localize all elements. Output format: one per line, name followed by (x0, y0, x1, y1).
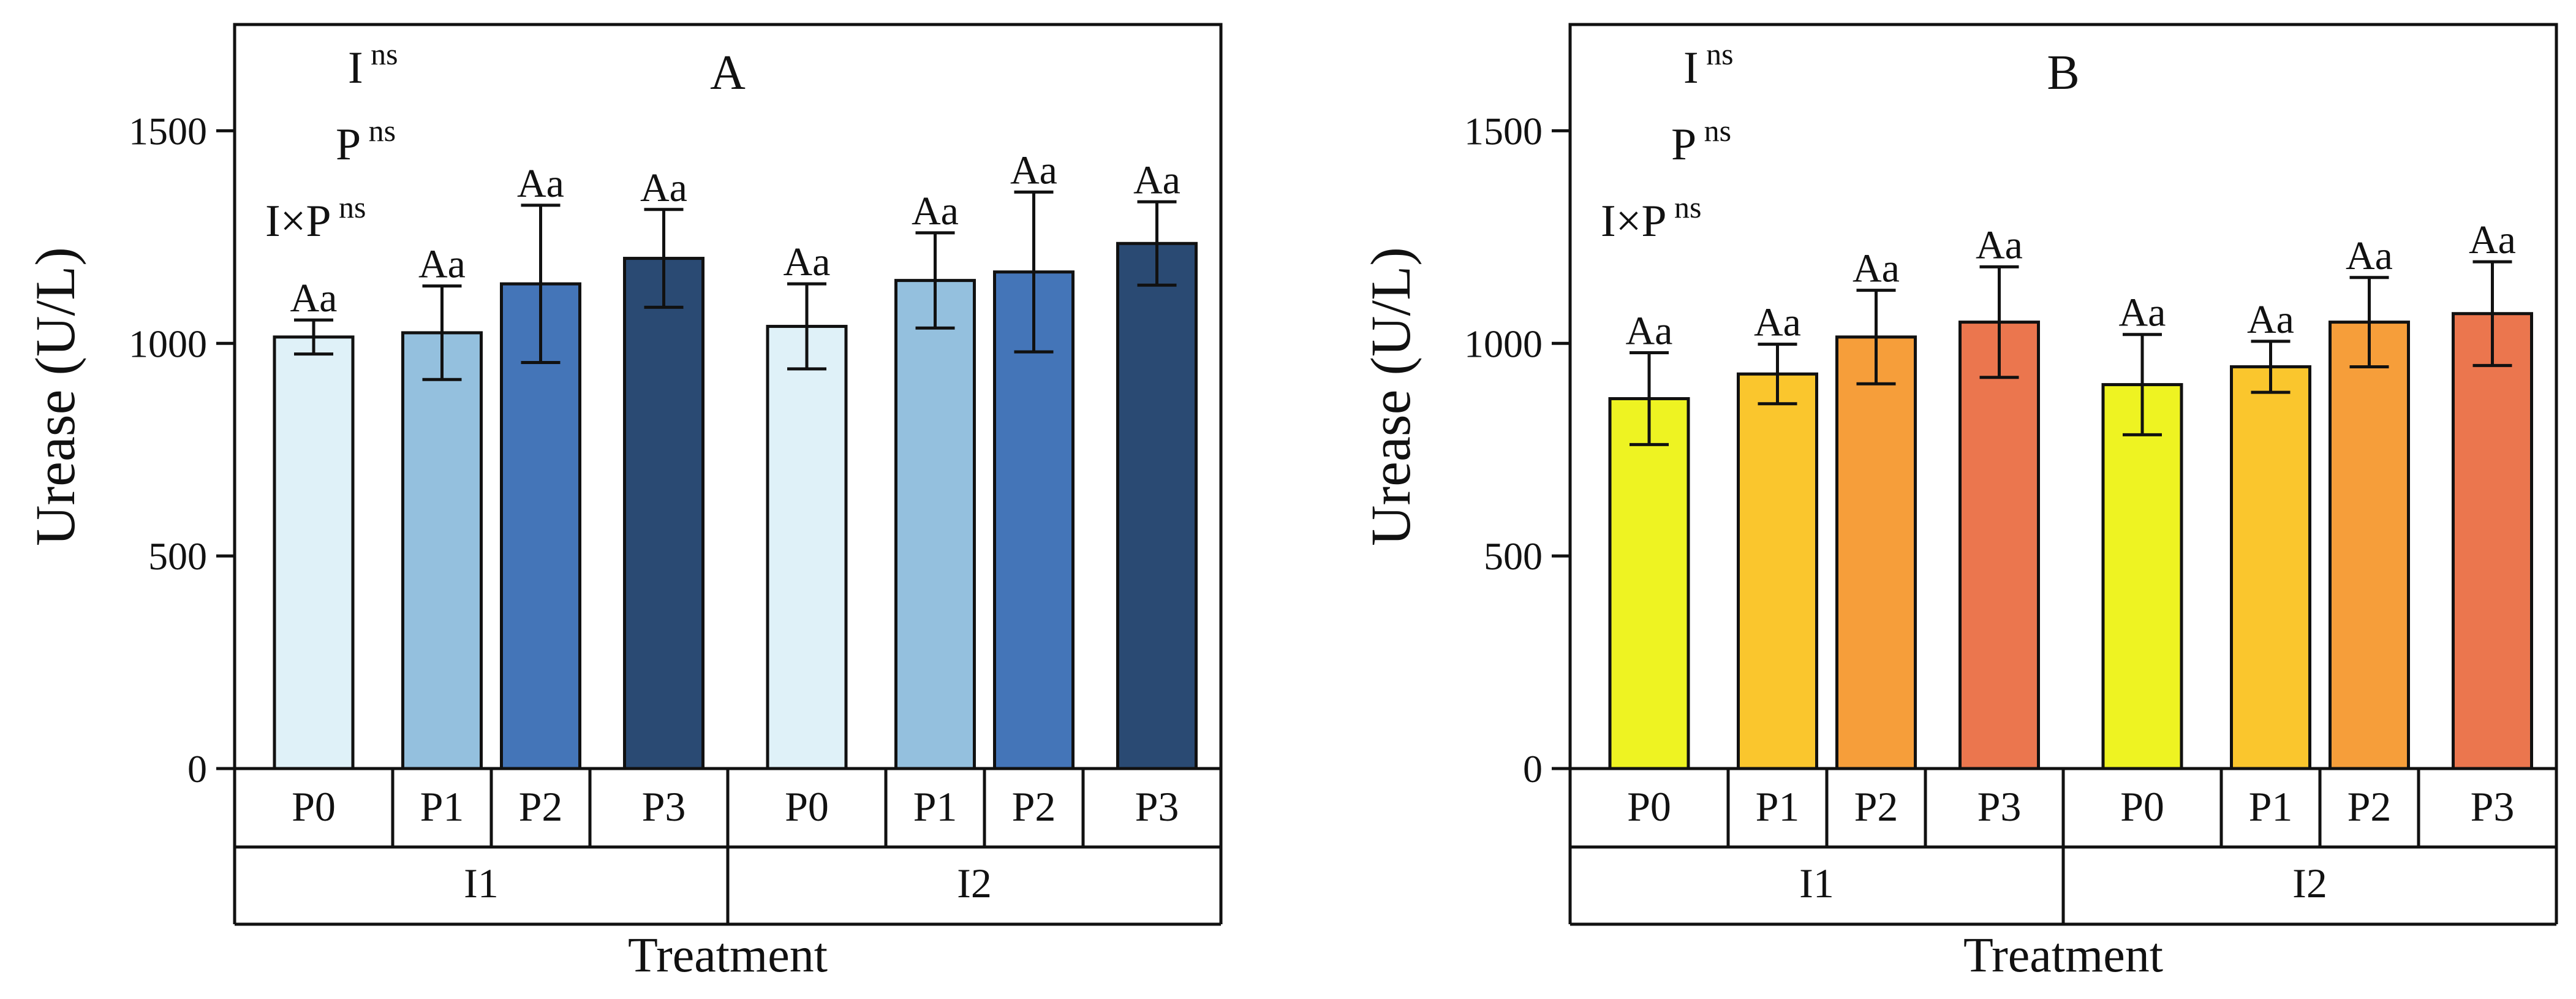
category-label: P1 (913, 783, 958, 830)
data-label: Aa (1010, 148, 1057, 192)
data-label: Aa (1133, 158, 1180, 202)
bar (1835, 335, 1917, 770)
stat-significance: ns (1696, 113, 1731, 148)
stat-label: I ns (348, 37, 398, 93)
bar (2101, 383, 2183, 770)
stat-name: I×P (265, 196, 331, 246)
bar (993, 270, 1075, 770)
stat-name: I (348, 43, 363, 93)
x-axis-label: Treatment (1963, 929, 2163, 982)
group-label: I1 (1799, 860, 1834, 906)
y-tick-label: 1500 (129, 109, 207, 153)
panel-label: B (2047, 46, 2079, 100)
bar (1958, 321, 2040, 770)
bar (2230, 365, 2311, 770)
category-label: P0 (785, 783, 829, 830)
stat-significance: ns (363, 37, 398, 71)
bar (2452, 312, 2533, 770)
stat-label: I×P ns (265, 190, 366, 246)
data-label: Aa (2346, 234, 2393, 278)
y-tick-label: 0 (1523, 747, 1543, 791)
category-label: P3 (642, 783, 686, 830)
category-label: P3 (1977, 783, 2022, 830)
data-label: Aa (1754, 300, 1801, 345)
stat-significance: ns (331, 190, 366, 224)
bar (1608, 397, 1690, 770)
stat-name: P (336, 120, 361, 170)
bar (623, 257, 704, 770)
bar (1116, 241, 1198, 770)
y-tick-label: 1500 (1464, 109, 1543, 153)
y-tick-label: 500 (148, 534, 207, 578)
x-axis-label: Treatment (628, 929, 828, 982)
stat-label: I ns (1683, 37, 1734, 93)
category-label: P2 (1854, 783, 1898, 830)
category-label: P1 (1756, 783, 1800, 830)
y-tick-label: 500 (1484, 534, 1543, 578)
category-label: P3 (2471, 783, 2515, 830)
category-label: P2 (1012, 783, 1056, 830)
stat-significance: ns (1699, 37, 1734, 71)
panel-label: A (710, 46, 746, 100)
category-label: P0 (1627, 783, 1671, 830)
bar (500, 282, 581, 770)
data-label: Aa (2119, 291, 2166, 335)
category-label: P0 (2120, 783, 2164, 830)
data-label: Aa (640, 165, 687, 210)
bar (273, 335, 355, 770)
category-label: P1 (420, 783, 464, 830)
group-label: I1 (464, 860, 499, 906)
category-label: P2 (519, 783, 563, 830)
data-label: Aa (912, 189, 959, 234)
category-label: P3 (1135, 783, 1179, 830)
data-label: Aa (2247, 297, 2294, 342)
stat-label: P ns (336, 113, 396, 170)
stat-significance: ns (1667, 190, 1702, 224)
bar (2329, 321, 2410, 770)
category-label: P0 (292, 783, 336, 830)
y-tick-label: 1000 (1464, 322, 1543, 365)
data-label: Aa (290, 276, 338, 321)
stat-significance: ns (361, 113, 396, 148)
data-label: Aa (1626, 309, 1673, 354)
bar (894, 279, 976, 770)
stat-name: I (1683, 43, 1699, 93)
y-tick-label: 0 (187, 747, 207, 791)
stat-name: P (1671, 120, 1696, 170)
data-label: Aa (1853, 246, 1900, 291)
data-label: Aa (517, 161, 564, 206)
stat-label: P ns (1671, 113, 1731, 170)
y-tick-label: 1000 (129, 322, 207, 365)
group-label: I2 (957, 860, 992, 906)
category-label: P2 (2347, 783, 2392, 830)
data-label: Aa (784, 240, 831, 284)
y-axis-label: Urease (U/L) (24, 247, 86, 546)
stat-name: I×P (1601, 196, 1667, 246)
bar (766, 325, 848, 770)
y-axis-label: Urease (U/L) (1359, 247, 1422, 546)
group-label: I2 (2292, 860, 2327, 906)
bar (401, 331, 483, 770)
data-label: Aa (418, 242, 466, 287)
stat-label: I×P ns (1601, 190, 1702, 246)
data-label: Aa (1976, 222, 2023, 267)
data-label: Aa (2469, 218, 2516, 262)
category-label: P1 (2249, 783, 2293, 830)
bar (1737, 372, 1818, 770)
